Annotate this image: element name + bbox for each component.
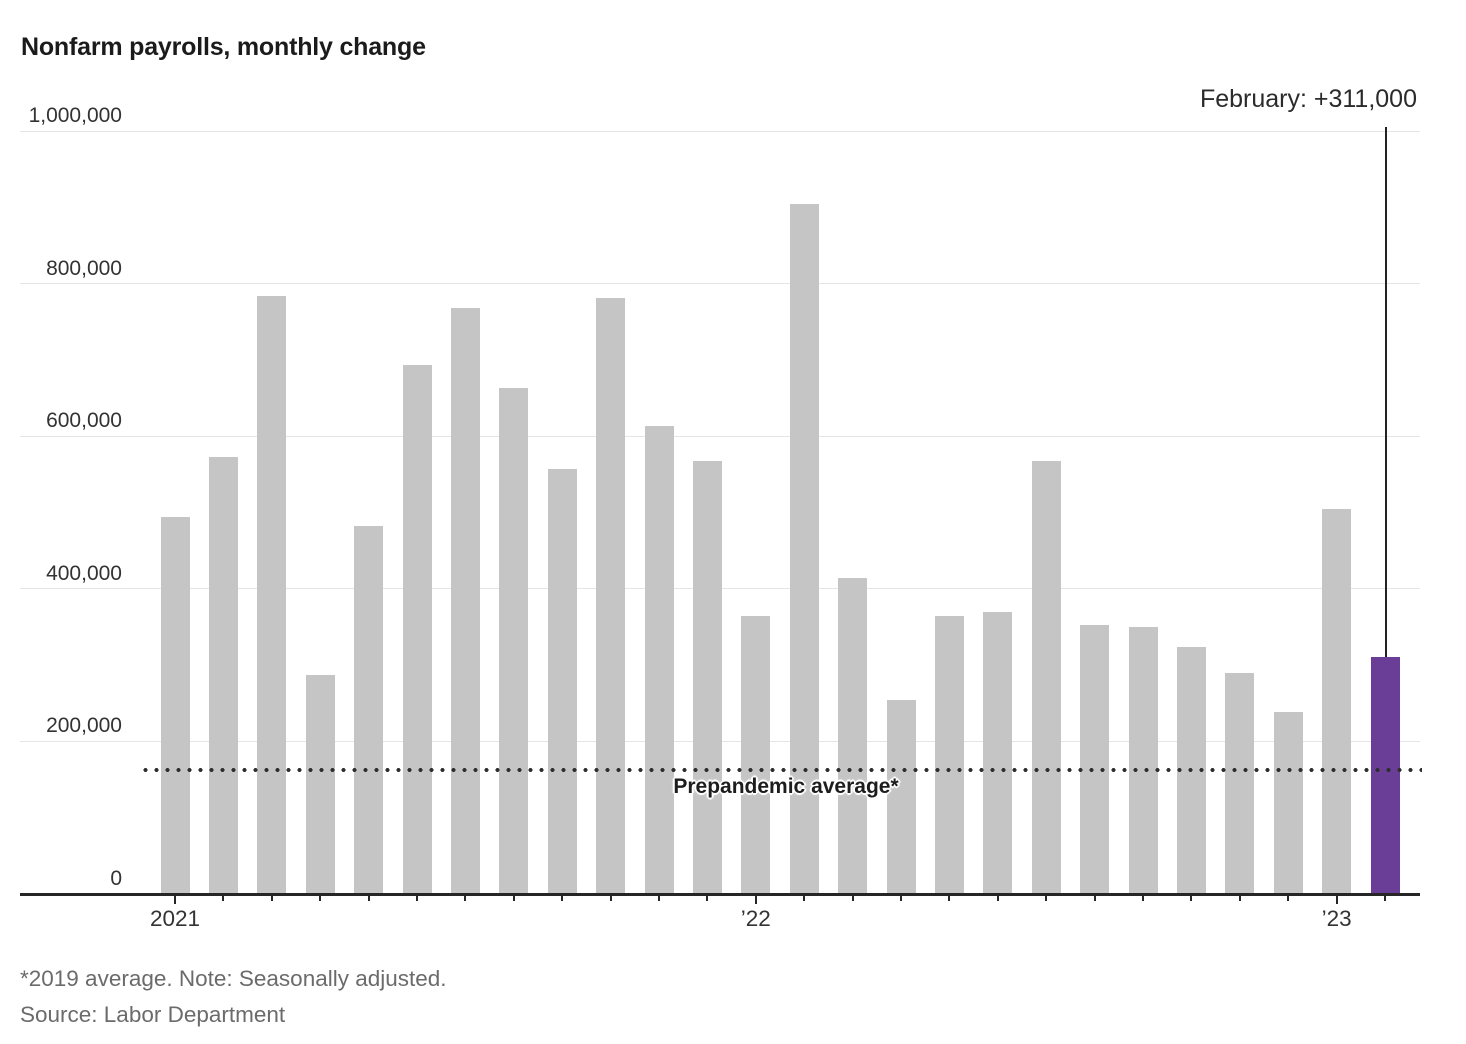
bar — [547, 469, 577, 894]
chart-footer: *2019 average. Note: Seasonally adjusted… — [20, 961, 447, 1033]
y-axis-tick-label: 0 — [110, 867, 122, 890]
bar — [1322, 509, 1352, 894]
annotation-pointer-line — [1385, 127, 1387, 657]
y-axis-tick-label: 1,000,000 — [28, 104, 122, 127]
x-axis-minor-tick — [996, 895, 999, 901]
bar — [596, 298, 626, 894]
y-axis-tick-label: 600,000 — [46, 409, 122, 433]
bar — [838, 578, 868, 894]
x-axis-minor-tick — [512, 895, 515, 901]
x-axis-minor-tick — [1384, 895, 1386, 901]
highlight-annotation-label: February: +311,000 — [1199, 85, 1417, 113]
bar — [1031, 460, 1061, 894]
x-axis-minor-tick — [1287, 895, 1290, 901]
bar — [208, 456, 238, 894]
reference-dotted-line — [140, 767, 1422, 772]
x-axis-minor-tick — [464, 895, 467, 901]
bar — [257, 295, 287, 894]
x-axis-minor-tick — [658, 895, 660, 901]
bar — [354, 526, 384, 894]
reference-line-label: Prepandemic average* — [673, 775, 899, 798]
x-axis-year-label: 2021 — [149, 906, 201, 931]
source-text: Source: Labor Department — [20, 1002, 286, 1027]
bar — [644, 425, 674, 894]
x-axis-major-tick — [1335, 895, 1338, 904]
bar — [1128, 626, 1158, 894]
x-axis-minor-tick — [416, 895, 418, 901]
footnote-text: *2019 average. Note: Seasonally adjusted… — [20, 966, 447, 991]
x-axis-major-tick — [174, 895, 176, 904]
bar — [305, 675, 335, 894]
x-axis-minor-tick — [270, 895, 273, 901]
x-axis-minor-tick — [1142, 895, 1144, 901]
x-axis-line — [20, 893, 1420, 896]
bar — [983, 611, 1013, 894]
x-axis-minor-tick — [900, 895, 902, 901]
bar — [741, 616, 771, 894]
x-axis-minor-tick — [851, 895, 854, 901]
x-axis-minor-tick — [222, 895, 225, 901]
bar — [934, 616, 964, 894]
gridline — [20, 435, 1420, 437]
gridline — [20, 130, 1420, 132]
x-axis-minor-tick — [948, 895, 951, 901]
bar — [499, 388, 529, 894]
x-axis-minor-tick — [319, 895, 322, 901]
gridline — [20, 283, 1420, 285]
bar — [1273, 711, 1303, 894]
y-axis-tick-label: 200,000 — [46, 714, 122, 738]
x-axis-minor-tick — [561, 895, 564, 901]
x-axis-minor-tick — [1238, 895, 1241, 901]
bar — [692, 460, 722, 894]
y-axis-tick-label: 800,000 — [46, 256, 122, 280]
highlight-bar — [1370, 656, 1400, 894]
x-axis-year-label: ’23 — [1321, 906, 1352, 931]
chart-title: Nonfarm payrolls, monthly change — [21, 33, 426, 61]
x-axis-minor-tick — [706, 895, 709, 901]
x-axis-major-tick — [754, 895, 757, 904]
x-axis-minor-tick — [1190, 895, 1193, 901]
y-axis-tick-label: 400,000 — [46, 561, 122, 585]
x-axis-minor-tick — [1093, 895, 1096, 901]
bar — [1080, 625, 1110, 894]
bar — [160, 517, 190, 894]
x-axis-minor-tick — [367, 895, 370, 901]
x-axis-year-label: ’22 — [740, 906, 771, 931]
bar — [450, 308, 480, 894]
bar — [1225, 672, 1255, 894]
bar — [789, 204, 819, 894]
bar — [402, 365, 432, 894]
x-axis-minor-tick — [803, 895, 806, 901]
bar — [886, 700, 916, 894]
x-axis-minor-tick — [1045, 895, 1048, 901]
x-axis-minor-tick — [609, 895, 612, 901]
